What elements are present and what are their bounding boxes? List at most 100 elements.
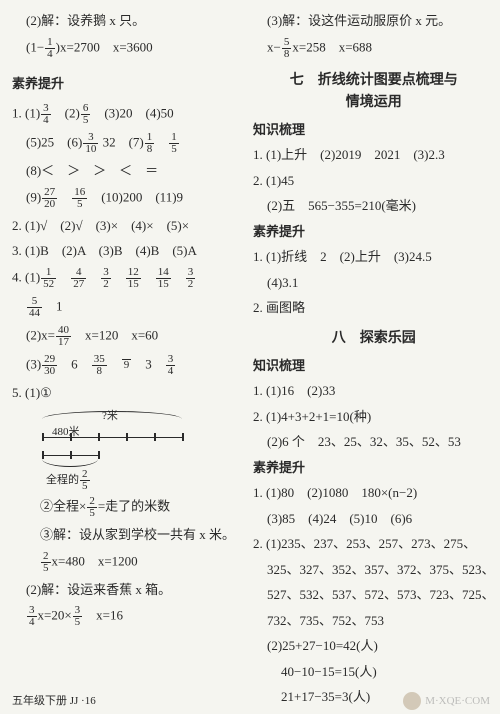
fraction: 34 bbox=[166, 354, 176, 377]
text-line: (3)85 (4)24 (5)10 (6)6 bbox=[253, 509, 495, 529]
fraction: 14 bbox=[45, 37, 55, 60]
text-line: 2. (1)√ (2)√ (3)× (4)× (5)× bbox=[12, 216, 235, 236]
fraction: 15 bbox=[169, 132, 179, 155]
text-line: (1−14)x=2700 x=3600 bbox=[12, 37, 235, 60]
text-line: 544 1 bbox=[12, 296, 235, 319]
part bbox=[142, 269, 155, 284]
text-line: 527、532、537、572、573、723、725、 bbox=[253, 585, 495, 605]
fraction: 25 bbox=[80, 469, 90, 492]
text-line: (2)6 个 23、25、32、35、52、53 bbox=[253, 432, 495, 452]
chapter-title: 情境运用 bbox=[253, 91, 495, 111]
line-diagram: ?米 480米 全程的25 bbox=[42, 411, 235, 487]
part: (3)20 (4)50 bbox=[91, 105, 173, 120]
part: (3) bbox=[26, 356, 41, 371]
part: (5)25 (6) bbox=[26, 134, 82, 149]
section-heading: 素养提升 bbox=[253, 458, 495, 478]
part: (9) bbox=[26, 189, 41, 204]
content-columns: (2)解：设养鹅 x 只。 (1−14)x=2700 x=3600 素养提升 1… bbox=[12, 8, 488, 688]
section-heading: 素养提升 bbox=[253, 222, 495, 242]
watermark-logo-icon bbox=[403, 692, 421, 710]
fraction: 32 bbox=[101, 267, 111, 290]
text-line: (2)x=4017 x=120 x=60 bbox=[12, 325, 235, 348]
fraction: 310 bbox=[83, 132, 98, 155]
fraction: 9 bbox=[122, 359, 132, 371]
text-line: (4)3.1 bbox=[253, 273, 495, 293]
part: x=480 x=1200 bbox=[52, 553, 138, 568]
fraction: 25 bbox=[41, 551, 51, 574]
section-heading: 知识梳理 bbox=[253, 356, 495, 376]
part bbox=[172, 269, 185, 284]
section-heading: 素养提升 bbox=[12, 74, 235, 94]
chapter-title: 七 折线统计图要点梳理与 bbox=[253, 69, 495, 89]
part bbox=[87, 269, 100, 284]
fraction: 152 bbox=[41, 267, 56, 290]
text-line: (5)25 (6)310 32 (7)18 15 bbox=[12, 132, 235, 155]
text-line: (3)解：设这件运动服原价 x 元。 bbox=[253, 11, 495, 31]
part: 32 (7) bbox=[99, 134, 143, 149]
text-line: 2. (1)4+3+2+1=10(种) bbox=[253, 407, 495, 427]
text-line: (2)解：设养鹅 x 只。 bbox=[12, 11, 235, 31]
text-line: 2. (1)235、237、253、257、273、275、 bbox=[253, 534, 495, 554]
part: x=120 x=60 bbox=[72, 327, 158, 342]
text-line: 1. (1)折线 2 (2)上升 (3)24.5 bbox=[253, 247, 495, 267]
expr-part: (1− bbox=[26, 39, 44, 54]
text-line: 1. (1)34 (2)65 (3)20 (4)50 bbox=[12, 103, 235, 126]
part: 1. (1) bbox=[12, 105, 40, 120]
text-line: (3)2930 6 358 9 3 34 bbox=[12, 354, 235, 377]
part: =走了的米数 bbox=[98, 498, 170, 513]
part: 3 bbox=[132, 356, 165, 371]
fraction: 2930 bbox=[42, 354, 57, 377]
text-line: 732、735、752、753 bbox=[253, 611, 495, 631]
watermark: M·XQE·COM bbox=[403, 692, 490, 710]
fraction: 165 bbox=[72, 187, 87, 210]
fraction: 32 bbox=[186, 267, 196, 290]
fraction: 34 bbox=[41, 103, 51, 126]
watermark-text: M·XQE·COM bbox=[425, 695, 490, 707]
text-line: 2. 画图略 bbox=[253, 298, 495, 318]
right-column: (3)解：设这件运动服原价 x 元。 x−58x=258 x=688 七 折线统… bbox=[253, 8, 495, 688]
part: x− bbox=[267, 39, 281, 54]
fraction: 25 bbox=[87, 496, 97, 519]
text-line: ③解：设从家到学校一共有 x 米。 bbox=[12, 525, 235, 545]
part: 1 bbox=[43, 298, 63, 313]
text-line: (2)解：设运来香蕉 x 箱。 bbox=[12, 580, 235, 600]
text-line: 1. (1)16 (2)33 bbox=[253, 381, 495, 401]
text-line: 1. (1)80 (2)1080 180×(n−2) bbox=[253, 483, 495, 503]
text-line: x−58x=258 x=688 bbox=[253, 37, 495, 60]
fraction: 1415 bbox=[156, 267, 171, 290]
fraction: 34 bbox=[27, 605, 37, 628]
part: 6 bbox=[58, 356, 91, 371]
fraction: 358 bbox=[92, 354, 107, 377]
section-heading: 知识梳理 bbox=[253, 120, 495, 140]
part: x=258 x=688 bbox=[292, 39, 372, 54]
chapter-title: 八 探索乐园 bbox=[253, 327, 495, 347]
text-line: 325、327、352、357、372、375、523、 bbox=[253, 560, 495, 580]
fraction: 4017 bbox=[56, 325, 71, 348]
text-line: (8)＜ ＞ ＞ ＜ ＝ bbox=[12, 161, 235, 181]
text-line: 2. (1)45 bbox=[253, 171, 495, 191]
part bbox=[108, 356, 121, 371]
part: (2) bbox=[52, 105, 80, 120]
part: x=16 bbox=[83, 607, 123, 622]
page-footer: 五年级下册 JJ ·16 bbox=[12, 692, 96, 708]
text-line: (2)25+27−10=42(人) bbox=[253, 636, 495, 656]
part: x=20× bbox=[38, 607, 72, 622]
part: (2)x= bbox=[26, 327, 55, 342]
text-line: (9)2720 165 (10)200 (11)9 bbox=[12, 187, 235, 210]
text-line: 34x=20×35 x=16 bbox=[12, 605, 235, 628]
text-line: 3. (1)B (2)A (3)B (4)B (5)A bbox=[12, 241, 235, 261]
part bbox=[57, 269, 70, 284]
expr-part: )x=2700 x=3600 bbox=[56, 39, 153, 54]
text-line: 4. (1)152 427 32 1215 1415 32 bbox=[12, 267, 235, 290]
part: 4. (1) bbox=[12, 269, 40, 284]
fraction: 18 bbox=[145, 132, 155, 155]
fraction: 1215 bbox=[126, 267, 141, 290]
part: 全程的 bbox=[46, 474, 79, 486]
part: ②全程× bbox=[40, 498, 86, 513]
fraction: 58 bbox=[282, 37, 292, 60]
text-line: 40−10−15=15(人) bbox=[253, 662, 495, 682]
text-line: (2)五 565−355=210(毫米) bbox=[253, 196, 495, 216]
text-line: ②全程×25=走了的米数 bbox=[12, 496, 235, 519]
text-line: 5. (1)① bbox=[12, 383, 235, 403]
text-line: 1. (1)上升 (2)2019 2021 (3)2.3 bbox=[253, 145, 495, 165]
